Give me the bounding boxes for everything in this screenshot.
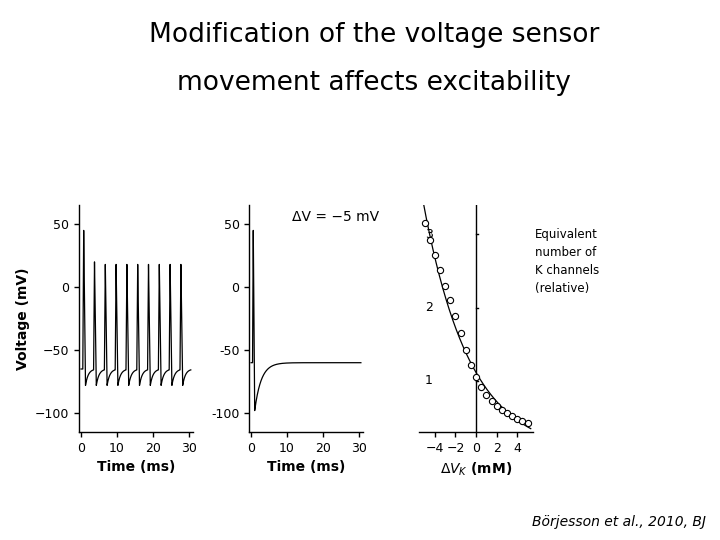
Point (481, 391, 492, 400)
Text: Modification of the voltage sensor: Modification of the voltage sensor (149, 22, 600, 48)
Point (522, 419, 534, 428)
Text: 3: 3 (425, 228, 433, 241)
Point (434, 265, 446, 274)
Point (506, 411, 518, 420)
Y-axis label: Voltage (mV): Voltage (mV) (16, 267, 30, 370)
Point (501, 409, 513, 417)
Point (470, 373, 482, 381)
Point (475, 383, 487, 391)
Point (496, 406, 508, 414)
Point (465, 360, 477, 369)
Point (439, 281, 451, 290)
Point (455, 329, 467, 338)
X-axis label: $\Delta V_K$ (mM): $\Delta V_K$ (mM) (440, 460, 512, 478)
Point (486, 397, 498, 406)
Point (517, 417, 528, 426)
Text: 2: 2 (425, 301, 433, 314)
Text: 1: 1 (425, 374, 433, 387)
Point (491, 402, 503, 411)
Point (424, 236, 436, 245)
Point (419, 219, 431, 228)
Point (429, 251, 441, 259)
Text: movement affects excitability: movement affects excitability (177, 70, 572, 96)
Text: ΔV = −5 mV: ΔV = −5 mV (292, 210, 379, 224)
X-axis label: Time (ms): Time (ms) (96, 460, 175, 474)
Text: Equivalent
number of
K channels
(relative): Equivalent number of K channels (relativ… (535, 228, 599, 295)
X-axis label: Time (ms): Time (ms) (267, 460, 345, 474)
Point (450, 312, 462, 321)
Point (460, 346, 472, 354)
Point (444, 296, 456, 305)
Text: Börjesson et al., 2010, BJ: Börjesson et al., 2010, BJ (531, 515, 706, 529)
Point (512, 415, 523, 423)
